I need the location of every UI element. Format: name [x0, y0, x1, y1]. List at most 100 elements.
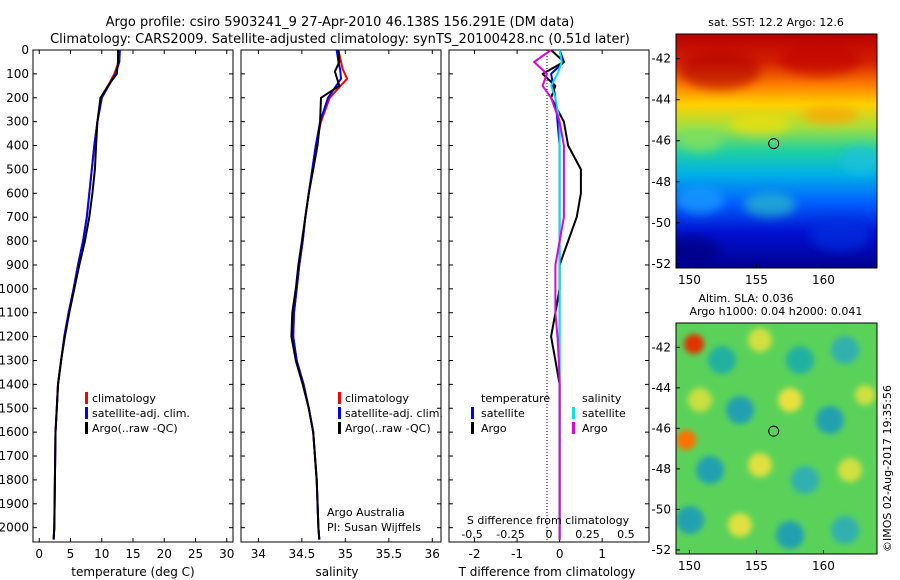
sla-heatmap: [676, 323, 877, 554]
depth-tick-label: 1300: [0, 353, 29, 367]
x-tick-label: 15: [125, 547, 140, 561]
map-y-tick-label: -42: [651, 52, 671, 66]
x-tick-label: 34: [251, 547, 266, 561]
series-line-argo-raw-qc-: [290, 49, 341, 540]
x-tick-label: 35: [338, 547, 353, 561]
legend-label-argo: Argo(..raw -QC): [92, 422, 178, 435]
depth-tick-label: 1100: [0, 306, 29, 320]
difference-xlabel-top: S difference from climatology: [467, 514, 630, 527]
map-x-tick-label: 160: [812, 559, 835, 573]
s-tick-label: 0: [546, 528, 553, 541]
x-tick-label: 0: [556, 547, 564, 561]
depth-tick-label: 600: [6, 186, 29, 200]
x-tick-label: 5: [67, 547, 75, 561]
map-y-tick-label: -48: [651, 462, 671, 476]
sst-heatmap: [676, 34, 877, 268]
x-tick-label: 30: [219, 547, 234, 561]
map-y-tick-label: -42: [651, 340, 671, 354]
argo-location-marker: [768, 138, 780, 150]
depth-axis-ticks: 0 100 200 300 400 500 600 700 800 900 1000 1100 1200…: [0, 43, 233, 535]
salinity-panel: 34 34.5 35 35.5 36 salinity climatology sate…: [240, 49, 443, 579]
title-line-2: Climatology: CARS2009. Satellite-adjuste…: [50, 32, 630, 47]
sla-map-frame: [675, 322, 878, 555]
map-y-tick-label: -52: [651, 543, 671, 557]
depth-tick-label: 1900: [0, 497, 29, 511]
difference-axes-box: [448, 49, 650, 543]
title-line-1: Argo profile: csiro 5903241_9 27-Apr-201…: [106, 15, 575, 30]
legend-swatch-satellite: [85, 407, 88, 419]
temperature-panel: 0100200300400500600700800900100011001200…: [0, 43, 234, 579]
map-x-tick-label: 155: [745, 273, 768, 287]
depth-tick-label: 300: [6, 115, 29, 129]
s-tick-label: -0.5: [461, 528, 482, 541]
x-tick-label: 25: [188, 547, 203, 561]
argo-location-marker: [768, 425, 780, 437]
depth-tick-label: 1700: [0, 449, 29, 463]
annotation-pi: PI: Susan Wijffels: [327, 521, 421, 534]
depth-tick-label: 800: [6, 234, 29, 248]
depth-tick-label: 700: [6, 210, 29, 224]
sst-map-panel: sat. SST: 12.2 Argo: 12.6 150 155 160 -42 -4…: [651, 16, 878, 287]
series-line-argo: [533, 49, 565, 540]
s-tick-label: -0.25: [496, 528, 524, 541]
s-tick-label: 0.5: [617, 528, 635, 541]
difference-x-ticks: -2 -1 0 1 -0.5 -0.25 0 0.25 0.5: [461, 50, 635, 561]
salinity-xlabel: salinity: [315, 565, 358, 579]
x-tick-label: 10: [94, 547, 109, 561]
legend-label-climatology: climatology: [92, 392, 156, 405]
map-y-tick-label: -46: [651, 134, 671, 148]
depth-tick-label: 400: [6, 139, 29, 153]
depth-tick-label: 1600: [0, 425, 29, 439]
depth-tick-label: 0: [21, 43, 29, 57]
map-y-tick-label: -50: [651, 502, 671, 516]
depth-tick-label: 1000: [0, 282, 29, 296]
legend-label-temp-argo: Argo: [481, 422, 507, 435]
x-tick-label: 20: [157, 547, 172, 561]
x-tick-label: 36: [425, 547, 440, 561]
depth-tick-label: 1400: [0, 377, 29, 391]
legend-swatch-temp-argo: [471, 422, 474, 434]
depth-tick-label: 1200: [0, 330, 29, 344]
legend-swatch-argo: [85, 422, 88, 434]
map-y-tick-label: -44: [651, 93, 671, 107]
depth-tick-label: 200: [6, 91, 29, 105]
difference-legend: temperature salinity satellite Argo sate…: [471, 392, 626, 435]
legend-swatch-climatology: [85, 392, 88, 404]
x-tick-label: 35.5: [375, 547, 402, 561]
map-y-tick-label: -44: [651, 381, 671, 395]
x-tick-label: 1: [598, 547, 606, 561]
difference-xlabel-bottom: T difference from climatology: [458, 565, 636, 579]
temperature-legend: climatology satellite-adj. clim. Argo(..…: [85, 392, 190, 435]
legend-label-argo: Argo(..raw -QC): [345, 422, 431, 435]
depth-tick-label: 1500: [0, 401, 29, 415]
legend-swatch-sal-satellite: [572, 407, 575, 419]
legend-swatch-satellite: [338, 407, 341, 419]
salinity-legend: climatology satellite-adj. clim. Argo(..…: [338, 392, 443, 435]
depth-tick-label: 500: [6, 162, 29, 176]
x-tick-label: -2: [469, 547, 481, 561]
difference-series: [533, 49, 582, 540]
temperature-xlabel: temperature (deg C): [71, 565, 194, 579]
series-line-argo-raw-qc-: [52, 50, 119, 540]
sst-map-title: sat. SST: 12.2 Argo: 12.6: [708, 16, 844, 29]
legend-label-temp-satellite: satellite: [481, 407, 525, 420]
map-x-tick-label: 150: [678, 559, 701, 573]
legend-label-satellite: satellite-adj. clim.: [92, 407, 190, 420]
depth-tick-label: 900: [6, 258, 29, 272]
legend-title-salinity: salinity: [582, 392, 622, 405]
map-x-tick-label: 155: [745, 559, 768, 573]
map-y-tick-label: -50: [651, 216, 671, 230]
sla-map-ticks: 150 155 160 -42 -44 -46 -48 -50 -52: [651, 340, 834, 573]
legend-label-sal-argo: Argo: [582, 422, 608, 435]
map-y-tick-label: -52: [651, 257, 671, 271]
annotation-institution: Argo Australia: [327, 506, 405, 519]
map-x-tick-label: 160: [812, 273, 835, 287]
salinity-series: [290, 49, 349, 540]
temperature-x-ticks: 0 5 10 15 20 25 30: [35, 50, 234, 561]
sla-map-title-2: Argo h1000: 0.04 h2000: 0.041: [690, 305, 863, 318]
x-tick-label: 0: [35, 547, 43, 561]
sst-map-ticks: 150 155 160 -42 -44 -46 -48 -50 -52: [651, 52, 834, 287]
depth-tick-label: 1800: [0, 473, 29, 487]
depth-tick-label: 2000: [0, 521, 29, 535]
